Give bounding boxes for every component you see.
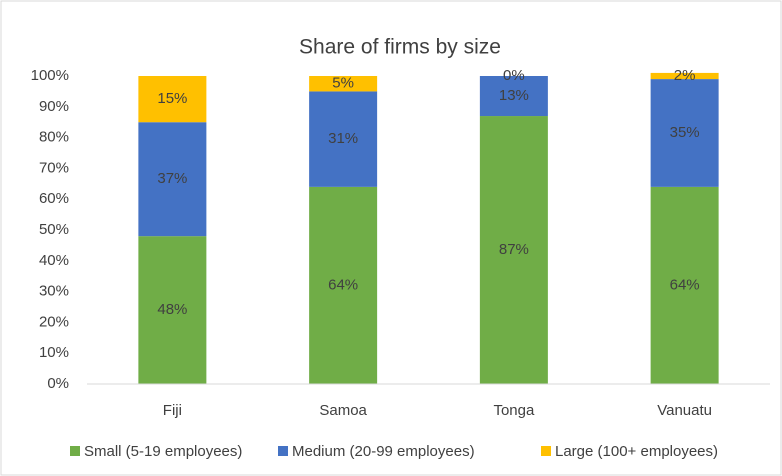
bar-segment [650, 186, 719, 384]
data-label: 48% [157, 301, 187, 318]
y-tick-label: 80% [39, 129, 69, 146]
y-tick-label: 50% [39, 221, 69, 238]
data-label: 64% [670, 276, 700, 293]
legend-label: Medium (20-99 employees) [292, 443, 475, 460]
data-label: 31% [328, 130, 358, 147]
x-tick-label: Tonga [493, 402, 535, 419]
y-tick-label: 30% [39, 283, 69, 300]
data-label: 87% [499, 241, 529, 258]
y-tick-label: 70% [39, 159, 69, 176]
bar-segment [479, 116, 548, 384]
bar-segment [309, 76, 378, 92]
legend-swatch [278, 446, 288, 456]
legend-swatch [70, 446, 80, 456]
y-tick-label: 20% [39, 313, 69, 330]
data-label: 64% [328, 276, 358, 293]
data-label: 5% [332, 75, 354, 92]
chart-title: Share of firms by size [299, 36, 501, 59]
x-tick-label: Fiji [163, 402, 182, 419]
legend-swatch [541, 446, 551, 456]
legend-label: Large (100+ employees) [555, 443, 718, 460]
y-tick-label: 0% [47, 375, 69, 392]
data-label: 13% [499, 87, 529, 104]
data-label: 37% [157, 170, 187, 187]
bar-segment [309, 186, 378, 384]
y-tick-label: 10% [39, 344, 69, 361]
bar-segment [650, 72, 719, 80]
x-tick-label: Samoa [319, 402, 367, 419]
data-label: 15% [157, 90, 187, 107]
bar-segment [138, 122, 207, 237]
y-tick-label: 100% [31, 67, 69, 84]
legend-label: Small (5-19 employees) [84, 443, 242, 460]
x-tick-label: Vanuatu [657, 402, 712, 419]
data-label: 2% [674, 67, 696, 84]
bar-segment [479, 76, 548, 117]
data-label: 35% [670, 124, 700, 141]
bar-segment [138, 76, 207, 123]
y-tick-label: 40% [39, 252, 69, 269]
y-tick-label: 60% [39, 190, 69, 207]
data-label: 0% [503, 67, 525, 84]
bar-segment [309, 91, 378, 187]
bar-segment [650, 79, 719, 187]
bar-segment [138, 236, 207, 384]
y-tick-label: 90% [39, 98, 69, 115]
